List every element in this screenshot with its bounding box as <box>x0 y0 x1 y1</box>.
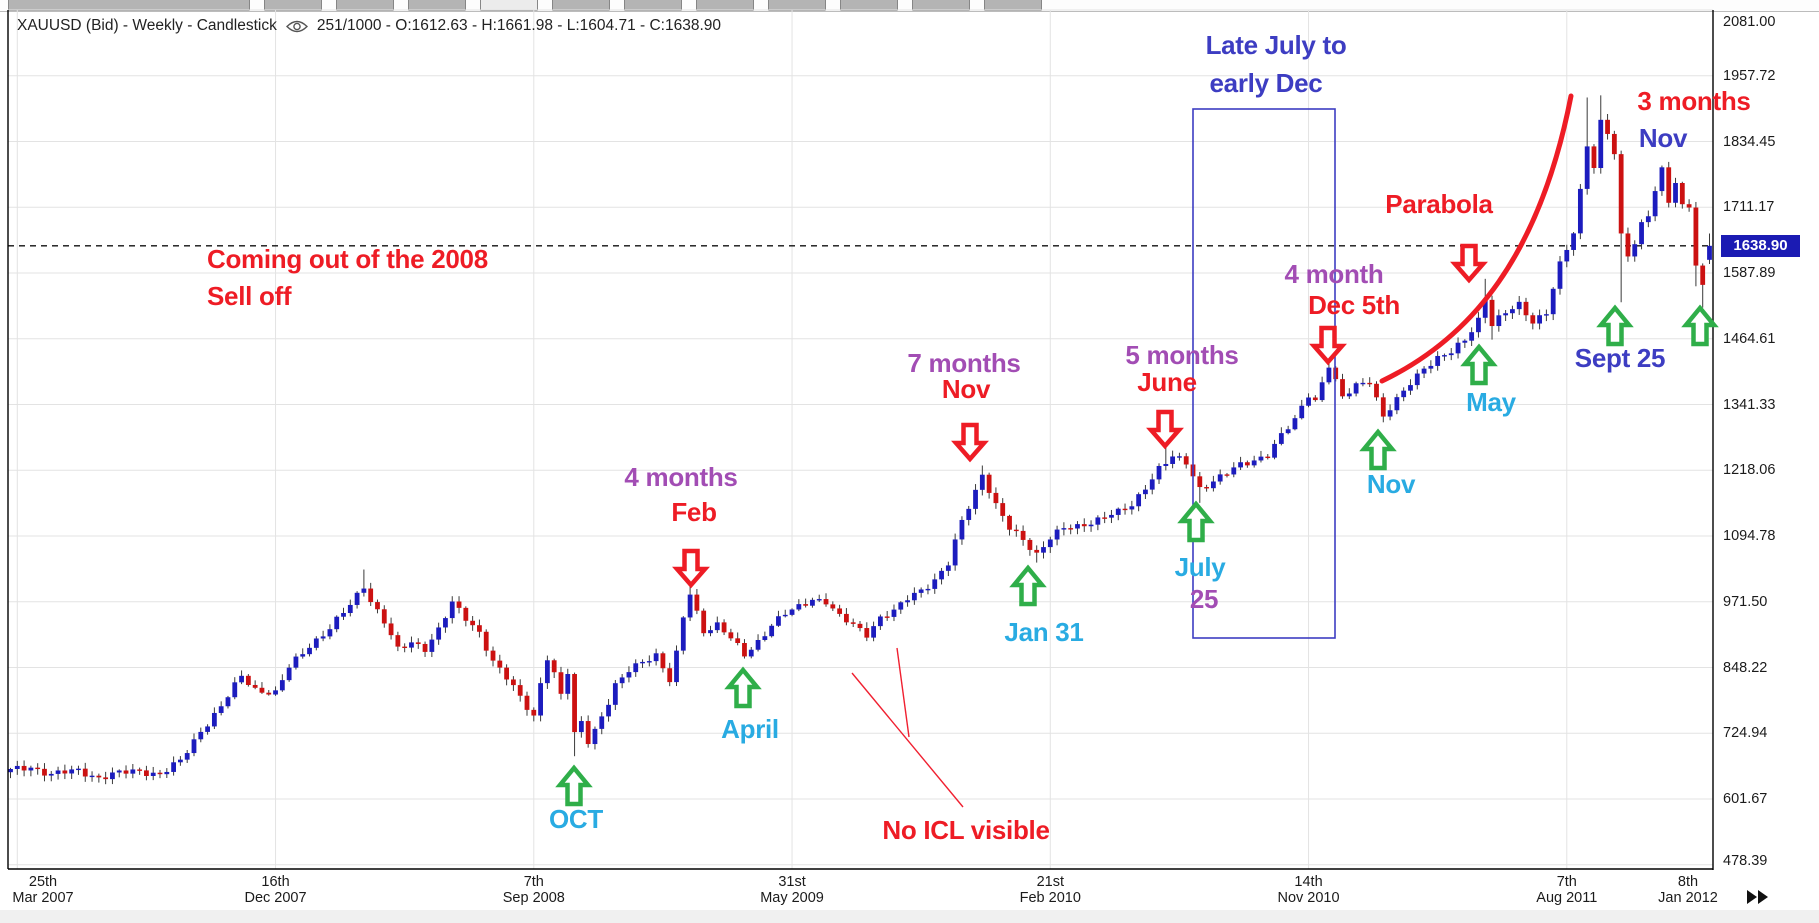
parabola-curve[interactable] <box>1379 93 1574 384</box>
note-coming-out-line1: Coming out of the 2008 <box>207 244 488 274</box>
top-toolbar <box>0 0 1819 12</box>
note-3-months: 3 months <box>1637 86 1751 116</box>
x-tick-monthyear: May 2009 <box>760 890 824 906</box>
candles <box>8 95 1712 785</box>
arrow-down-feb[interactable] <box>672 548 710 589</box>
x-tick-day: 7th <box>1556 874 1577 890</box>
x-axis-label: 7th Sep 2008 <box>503 874 565 906</box>
y-axis-label: 1711.17 <box>1723 199 1775 216</box>
y-axis-label: 1094.78 <box>1723 528 1776 545</box>
note-early-dec: early Dec <box>1209 68 1323 98</box>
arrow-up-oct[interactable] <box>555 764 593 807</box>
y-axis-label: 601.67 <box>1723 791 1768 808</box>
note-may: May <box>1466 387 1516 417</box>
footer-strip <box>0 910 1819 923</box>
arrow-down-parabola[interactable] <box>1450 243 1488 284</box>
x-tick-day: 31st <box>778 874 806 890</box>
y-axis-label: 1957.72 <box>1723 67 1776 84</box>
y-axis-label: 724.94 <box>1723 725 1768 742</box>
x-axis-label: 31st May 2009 <box>760 874 824 906</box>
arrow-up-dec[interactable] <box>1681 304 1719 347</box>
y-axis-label: 1464.61 <box>1723 330 1776 347</box>
x-tick-monthyear: Feb 2010 <box>1019 890 1081 906</box>
x-tick-day: 14th <box>1294 874 1323 890</box>
skip-to-end-button[interactable] <box>1746 889 1772 905</box>
note-april: April <box>721 714 779 744</box>
note-7-months: 7 months <box>907 348 1021 378</box>
x-tick-monthyear: Aug 2011 <box>1536 890 1598 906</box>
arrow-down-june[interactable] <box>1146 409 1184 450</box>
note-dec-5th: Dec 5th <box>1308 290 1400 320</box>
y-axis-label: 971.50 <box>1723 593 1768 610</box>
note-nov-2009: Nov <box>941 374 991 404</box>
x-axis-label: 7th Aug 2011 <box>1536 874 1597 906</box>
x-axis-label: 14th Nov 2010 <box>1277 874 1339 906</box>
chart-ohlc-stats: 251/1000 - O:1612.63 - H:1661.98 - L:160… <box>316 17 721 34</box>
x-tick-day: 8th <box>1677 874 1699 890</box>
note-feb: Feb <box>671 497 717 527</box>
note-nov-2010: Nov <box>1366 469 1416 499</box>
x-axis-label: 25th Mar 2007 <box>12 874 73 906</box>
x-tick-day: 16th <box>261 874 290 890</box>
note-late-july: Late July to <box>1205 30 1347 60</box>
arrow-up-april[interactable] <box>724 666 762 709</box>
late-july-to-dec-range-rect[interactable] <box>1192 108 1336 639</box>
no-icl-pointer-line-1 <box>851 672 964 808</box>
x-tick-day: 25th <box>28 874 58 890</box>
y-axis-label: 2081.00 <box>1723 14 1776 30</box>
arrow-up-may[interactable] <box>1460 343 1498 386</box>
note-nov-2011: Nov <box>1638 123 1688 153</box>
arrow-up-jan-31[interactable] <box>1009 564 1047 607</box>
y-axis-label: 1341.33 <box>1723 396 1776 413</box>
note-4-month: 4 month <box>1284 259 1384 289</box>
y-axis-label: 1587.89 <box>1723 265 1776 281</box>
note-5-months: 5 months <box>1125 340 1239 370</box>
x-axis-label: 16th Dec 2007 <box>244 874 306 906</box>
current-price-badge: 1638.90 <box>1721 235 1800 257</box>
chart-header: XAUUSD (Bid) - Weekly - Candlestick 251/… <box>17 17 721 35</box>
y-axis-label: 1218.06 <box>1723 462 1776 479</box>
x-tick-monthyear: Nov 2010 <box>1277 890 1340 906</box>
x-tick-monthyear: Sep 2008 <box>502 890 565 906</box>
arrow-up-july-25[interactable] <box>1177 500 1215 543</box>
y-axis-label: 1834.45 <box>1723 133 1776 150</box>
note-sept-25: Sept 25 <box>1574 343 1666 373</box>
fast-forward-icon <box>1747 890 1768 904</box>
arrow-down-dec-5th[interactable] <box>1309 325 1347 366</box>
note-oct: OCT <box>549 804 603 834</box>
y-axis-label: 848.22 <box>1723 659 1768 676</box>
y-axis-label: 478.39 <box>1723 853 1768 869</box>
note-4-months: 4 months <box>624 462 738 492</box>
no-icl-pointer-line-2 <box>896 647 910 738</box>
arrow-down-nov-2009[interactable] <box>951 422 989 463</box>
eye-icon[interactable] <box>285 19 308 34</box>
x-axis-label: 8th Jan 2012 <box>1658 874 1718 906</box>
note-coming-out-line2: Sell off <box>207 281 292 311</box>
x-tick-day: 21st <box>1036 874 1064 890</box>
chart-title: XAUUSD (Bid) - Weekly - Candlestick <box>17 17 277 34</box>
note-jan-31: Jan 31 <box>1004 617 1084 647</box>
note-25: 25 <box>1189 584 1219 614</box>
x-axis-label: 21st Feb 2010 <box>1020 874 1081 906</box>
x-tick-monthyear: Jan 2012 <box>1658 890 1718 906</box>
x-tick-monthyear: Dec 2007 <box>244 890 307 906</box>
gridlines <box>8 9 1713 869</box>
x-tick-day: 7th <box>523 874 544 890</box>
note-july: July <box>1174 552 1226 582</box>
note-parabola: Parabola <box>1385 189 1493 219</box>
arrow-up-sept-25[interactable] <box>1596 304 1634 347</box>
note-june: June <box>1137 367 1197 397</box>
note-no-icl: No ICL visible <box>882 815 1050 845</box>
x-tick-monthyear: Mar 2007 <box>12 890 74 906</box>
arrow-up-nov-2010[interactable] <box>1359 428 1397 471</box>
